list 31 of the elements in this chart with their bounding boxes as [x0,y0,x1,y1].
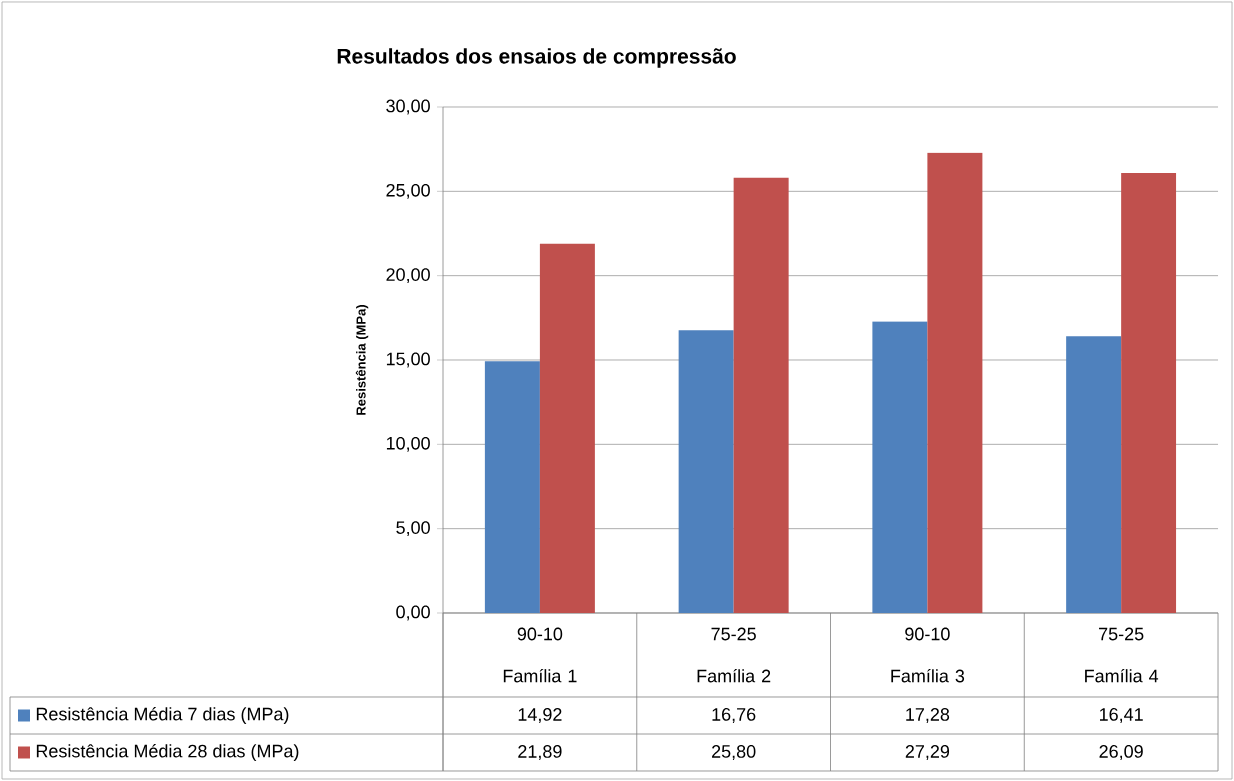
bar [678,330,734,613]
chart-title: Resultados dos ensaios de compressão [337,48,736,68]
bar [1121,172,1177,613]
bar [539,243,595,613]
data-label: 21,89 [518,745,562,760]
category-label: 75-25 Família 2 [697,627,771,683]
data-label: 25,80 [712,745,756,760]
category-label: 90-10 Família 1 [503,627,577,683]
y-tick-label: 15,00 [386,352,430,368]
y-axis-title: Resistência (MPa) [355,305,369,415]
bar [927,152,983,613]
bar [872,321,928,613]
data-label: 27,29 [905,745,950,760]
data-label: 14,92 [518,708,562,723]
data-label: 26,09 [1099,745,1143,760]
bar [1066,336,1122,613]
y-tick-label: 30,00 [386,99,430,115]
y-tick-label: 10,00 [386,436,430,452]
bar [484,361,540,613]
y-tick-label: 25,00 [386,183,430,199]
legend-label: Resistência Média 7 dias (MPa) [36,706,289,724]
legend-label: Resistência Média 28 dias (MPa) [36,743,299,761]
bar [733,177,789,613]
data-label: 16,41 [1100,708,1143,723]
y-tick-label: 20,00 [386,268,430,284]
y-tick-label: 5,00 [396,521,430,537]
category-label: 90-10 Família 3 [891,627,965,683]
category-label: 75-25 Família 4 [1085,627,1159,683]
y-tick-label: 0,00 [396,605,430,621]
data-label: 16,76 [712,708,756,723]
data-label: 17,28 [906,708,950,723]
